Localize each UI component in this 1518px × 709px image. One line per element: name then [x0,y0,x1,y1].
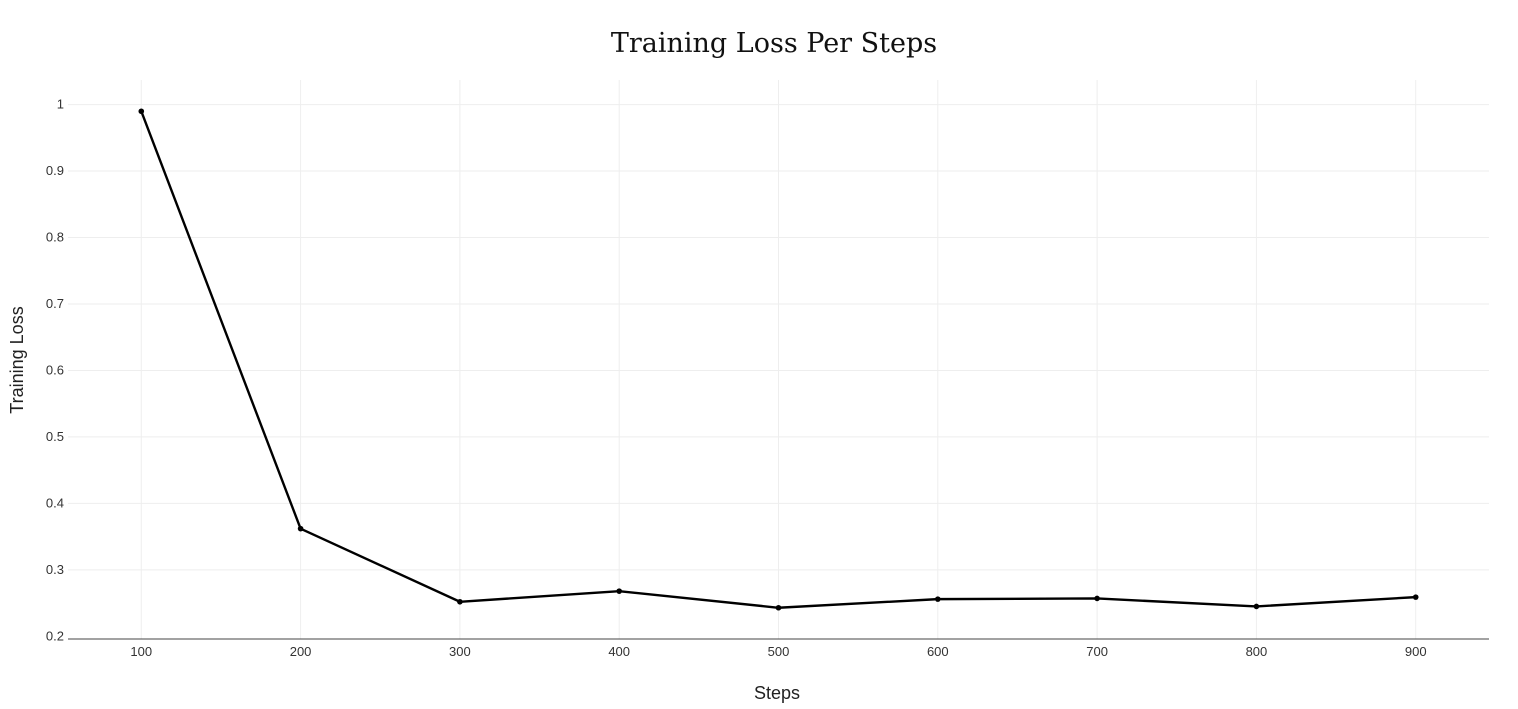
series-training-loss [138,108,1419,611]
y-tick-label: 1 [57,97,64,112]
x-tick-label: 900 [1405,644,1427,659]
data-point[interactable] [1412,594,1419,600]
y-tick-label: 0.5 [46,429,64,444]
x-tick-label: 300 [449,644,471,659]
x-tick-label: 800 [1246,644,1268,659]
y-tick-label: 0.4 [46,495,64,510]
x-axis-title: Steps [754,683,800,703]
data-point[interactable] [138,108,145,115]
y-gridlines [68,104,1489,571]
data-point[interactable] [935,596,941,602]
x-tick-label: 700 [1086,644,1108,659]
data-point[interactable] [1094,595,1100,602]
x-tick-label: 500 [768,644,790,659]
x-tick-labels: 100 200 300 400 500 600 700 800 900 [130,644,1426,659]
data-point[interactable] [775,604,782,611]
x-tick-label: 600 [927,644,949,659]
y-tick-labels: 0.2 0.3 0.4 0.5 0.6 0.7 0.8 0.9 1 [46,97,64,644]
x-tick-label: 200 [290,644,312,659]
x-tick-label: 400 [608,644,630,659]
y-tick-label: 0.9 [46,163,64,178]
x-gridlines [140,80,1417,639]
y-tick-label: 0.2 [46,628,64,643]
chart-title: Training Loss Per Steps [611,28,937,59]
data-point[interactable] [616,588,622,594]
y-tick-label: 0.6 [46,362,64,377]
y-axis-title: Training Loss [7,306,27,413]
data-point[interactable] [297,525,304,532]
data-point[interactable] [457,598,463,605]
y-tick-label: 0.3 [46,562,64,577]
y-tick-label: 0.7 [46,296,64,311]
x-tick-label: 100 [130,644,152,659]
y-tick-label: 0.8 [46,230,64,245]
data-point[interactable] [1253,603,1260,610]
